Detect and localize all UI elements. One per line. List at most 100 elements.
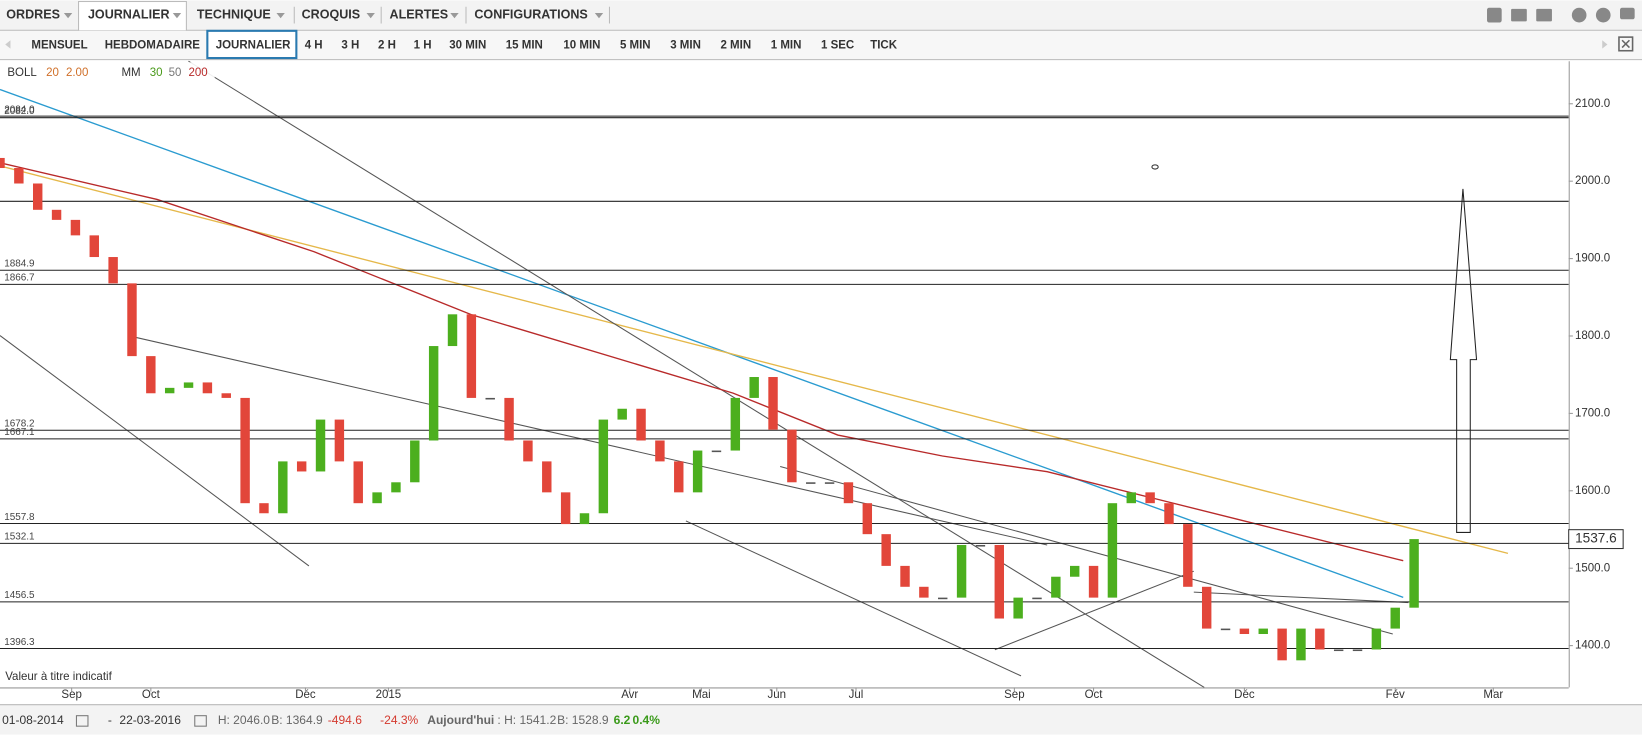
timeframe[interactable]: 3 H (341, 40, 359, 52)
candle (1333, 649, 1344, 652)
timeframe[interactable]: 1 SEC (821, 40, 854, 52)
level-label: 1532.1 (4, 532, 35, 543)
x-tick-label: Mai (692, 689, 711, 701)
candle (89, 235, 99, 258)
candle (1258, 628, 1268, 635)
candle (1409, 539, 1419, 608)
timeframe[interactable]: TICK (870, 40, 898, 52)
level-label: 1667.1 (4, 427, 35, 438)
legend-param: 50 (169, 67, 182, 79)
candle (146, 356, 156, 394)
candle (787, 429, 797, 483)
timeframe[interactable]: MENSUEL (31, 40, 87, 52)
timeframe[interactable]: 10 MIN (563, 40, 600, 52)
candle (1315, 628, 1325, 650)
candle (14, 168, 24, 184)
trend-line (1193, 591, 1409, 604)
today-high: : H: 1541.2 (497, 713, 556, 727)
candle (108, 257, 118, 284)
candle (202, 382, 213, 394)
timeframe[interactable]: JOURNALIER (216, 40, 291, 52)
date-from[interactable]: 01-08-2014 (2, 713, 64, 727)
timeframe[interactable]: 2 MIN (720, 40, 751, 52)
candle (1032, 597, 1042, 600)
candle (1201, 586, 1212, 629)
candle (70, 219, 81, 236)
today-change: 6.2 (614, 713, 631, 727)
x-tick-label: Oct (142, 689, 161, 701)
candle (1239, 628, 1250, 635)
candle (881, 534, 891, 566)
timeframe[interactable]: 3 MIN (670, 40, 701, 52)
candle (749, 377, 759, 398)
timeframe[interactable]: 30 MIN (449, 40, 486, 52)
candle (975, 544, 986, 547)
timeframe[interactable]: 5 MIN (620, 40, 651, 52)
timeframe[interactable]: 15 MIN (506, 40, 543, 52)
candle (617, 408, 627, 420)
legend-param: 30 (150, 67, 163, 79)
menu-item[interactable]: JOURNALIER (88, 7, 170, 21)
plot-area (0, 61, 1569, 688)
trend-line (780, 465, 1393, 635)
timeframe[interactable]: 2 H (378, 40, 396, 52)
moving-average-200 (0, 162, 1404, 562)
y-tick-label: 1600.0 (1575, 485, 1610, 497)
candle (259, 503, 269, 514)
menu-item[interactable]: ORDRES (6, 7, 60, 21)
candle (711, 450, 722, 453)
scroll-left[interactable] (5, 40, 11, 49)
timeframe[interactable]: 1 MIN (771, 40, 802, 52)
today-change-pct: 0.4% (633, 713, 661, 727)
candle (240, 397, 250, 504)
timeframe-active (206, 29, 298, 60)
x-tick-label: Sep (1004, 689, 1024, 701)
candle (164, 387, 175, 394)
x-tick-label: Fév (1386, 689, 1405, 701)
candle (938, 597, 948, 600)
date-to[interactable]: 22-03-2016 (119, 713, 181, 727)
x-tick-label: Avr (621, 689, 638, 701)
menu-arrows (63, 13, 604, 19)
scroll-right[interactable] (1602, 40, 1608, 49)
menu-item[interactable]: TECHNIQUE (197, 7, 271, 21)
trend-line (0, 335, 310, 567)
y-tick-label: 1400.0 (1575, 640, 1610, 652)
timeframe[interactable]: 1 H (414, 40, 432, 52)
candle (296, 461, 307, 472)
level-label: 1557.8 (4, 512, 35, 523)
candle (1013, 597, 1023, 619)
period-change-pct: -24.3% (380, 713, 418, 727)
menu-item[interactable]: CONFIGURATIONS (474, 7, 587, 21)
legend-param: 200 (188, 67, 207, 79)
menu-item[interactable]: ALERTES (390, 7, 449, 21)
candle (1107, 503, 1118, 598)
legend-name: MM (121, 67, 140, 79)
menu-item[interactable]: CROQUIS (302, 7, 361, 21)
y-tick-label: 1700.0 (1575, 407, 1610, 419)
candle (51, 209, 62, 220)
calendar-icon[interactable] (75, 715, 89, 727)
candle (1371, 628, 1382, 650)
candle (372, 492, 382, 504)
candle (0, 157, 5, 169)
candle (466, 314, 477, 398)
trend-line (685, 520, 1022, 677)
candle (32, 183, 43, 210)
calendar-icon[interactable] (194, 715, 207, 727)
candle (523, 440, 533, 462)
candle (824, 482, 835, 484)
close-button[interactable] (1618, 36, 1634, 52)
x-tick-label: Déc (1234, 689, 1255, 701)
timeframe[interactable]: HEBDOMADAIRE (105, 40, 201, 52)
period-change: -494.6 (328, 713, 362, 727)
candle (485, 397, 495, 400)
candle (410, 440, 420, 483)
timeframe[interactable]: 4 H (305, 40, 323, 52)
level-label: 1678.2 (4, 419, 35, 430)
level-label: 1884.9 (4, 259, 35, 270)
candle (636, 408, 646, 441)
candle (1183, 524, 1193, 587)
